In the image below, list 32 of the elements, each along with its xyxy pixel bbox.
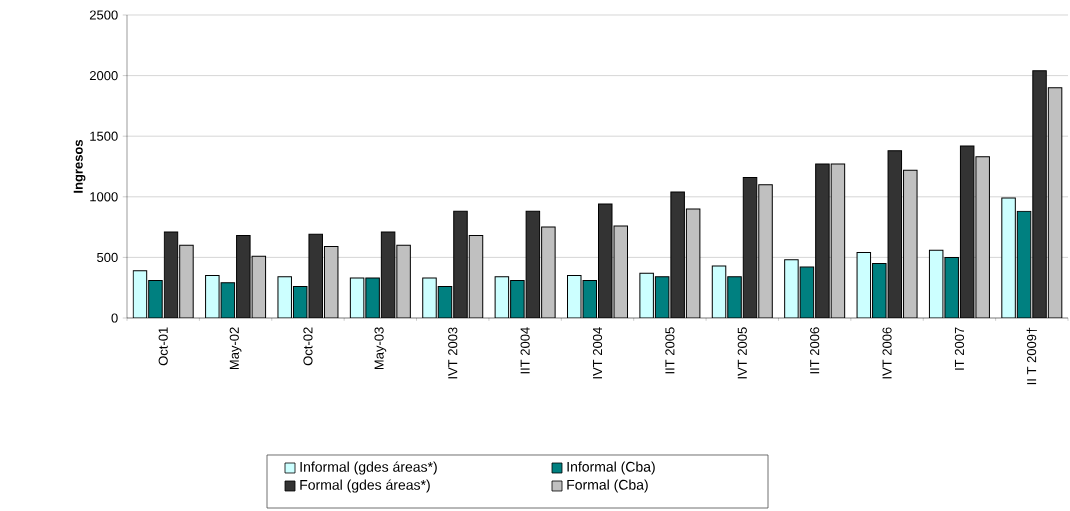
x-tick-label: IVT 2004 [592, 327, 603, 379]
y-tick-label: 2500 [89, 10, 118, 20]
x-tick-label: IIT 2006 [810, 327, 820, 374]
legend-label: Informal (gdes áreas*) [300, 461, 437, 475]
x-tick-label: II T 2009† [1026, 327, 1037, 385]
bar [727, 276, 742, 318]
bar [1001, 197, 1016, 318]
y-tick-label: 500 [97, 252, 118, 262]
legend-label: Formal (Cba) [567, 479, 648, 493]
x-tick-label: IIT 2004 [520, 327, 530, 374]
bar [422, 277, 437, 318]
x-tick-label: IIT 2005 [665, 327, 675, 374]
x-tick-label: May-03 [374, 327, 387, 370]
y-tick-label: 1500 [90, 131, 118, 141]
legend-label: Informal (Cba) [567, 461, 655, 475]
bar [148, 279, 163, 318]
legend-label: Formal (gdes áreas*) [300, 479, 430, 493]
bar [815, 163, 830, 318]
y-tick-label: 1000 [90, 192, 118, 202]
bar [453, 210, 468, 318]
y-tick-label: 2000 [89, 70, 118, 81]
x-tick-label: IVT 2005 [737, 327, 747, 379]
bar [1032, 70, 1047, 318]
bar [784, 259, 799, 318]
x-tick-label: Oct-02 [303, 327, 313, 366]
x-tick-label: May-02 [229, 327, 242, 370]
y-axis-title: Ingresos [73, 139, 86, 193]
y-tick-label: 0 [111, 313, 118, 323]
x-tick-label: IVT 2006 [882, 327, 892, 379]
x-tick-label: IVT 2003 [448, 327, 458, 379]
x-tick-label: IT 2007 [954, 327, 965, 370]
x-tick-label: Oct-01 [158, 327, 168, 366]
